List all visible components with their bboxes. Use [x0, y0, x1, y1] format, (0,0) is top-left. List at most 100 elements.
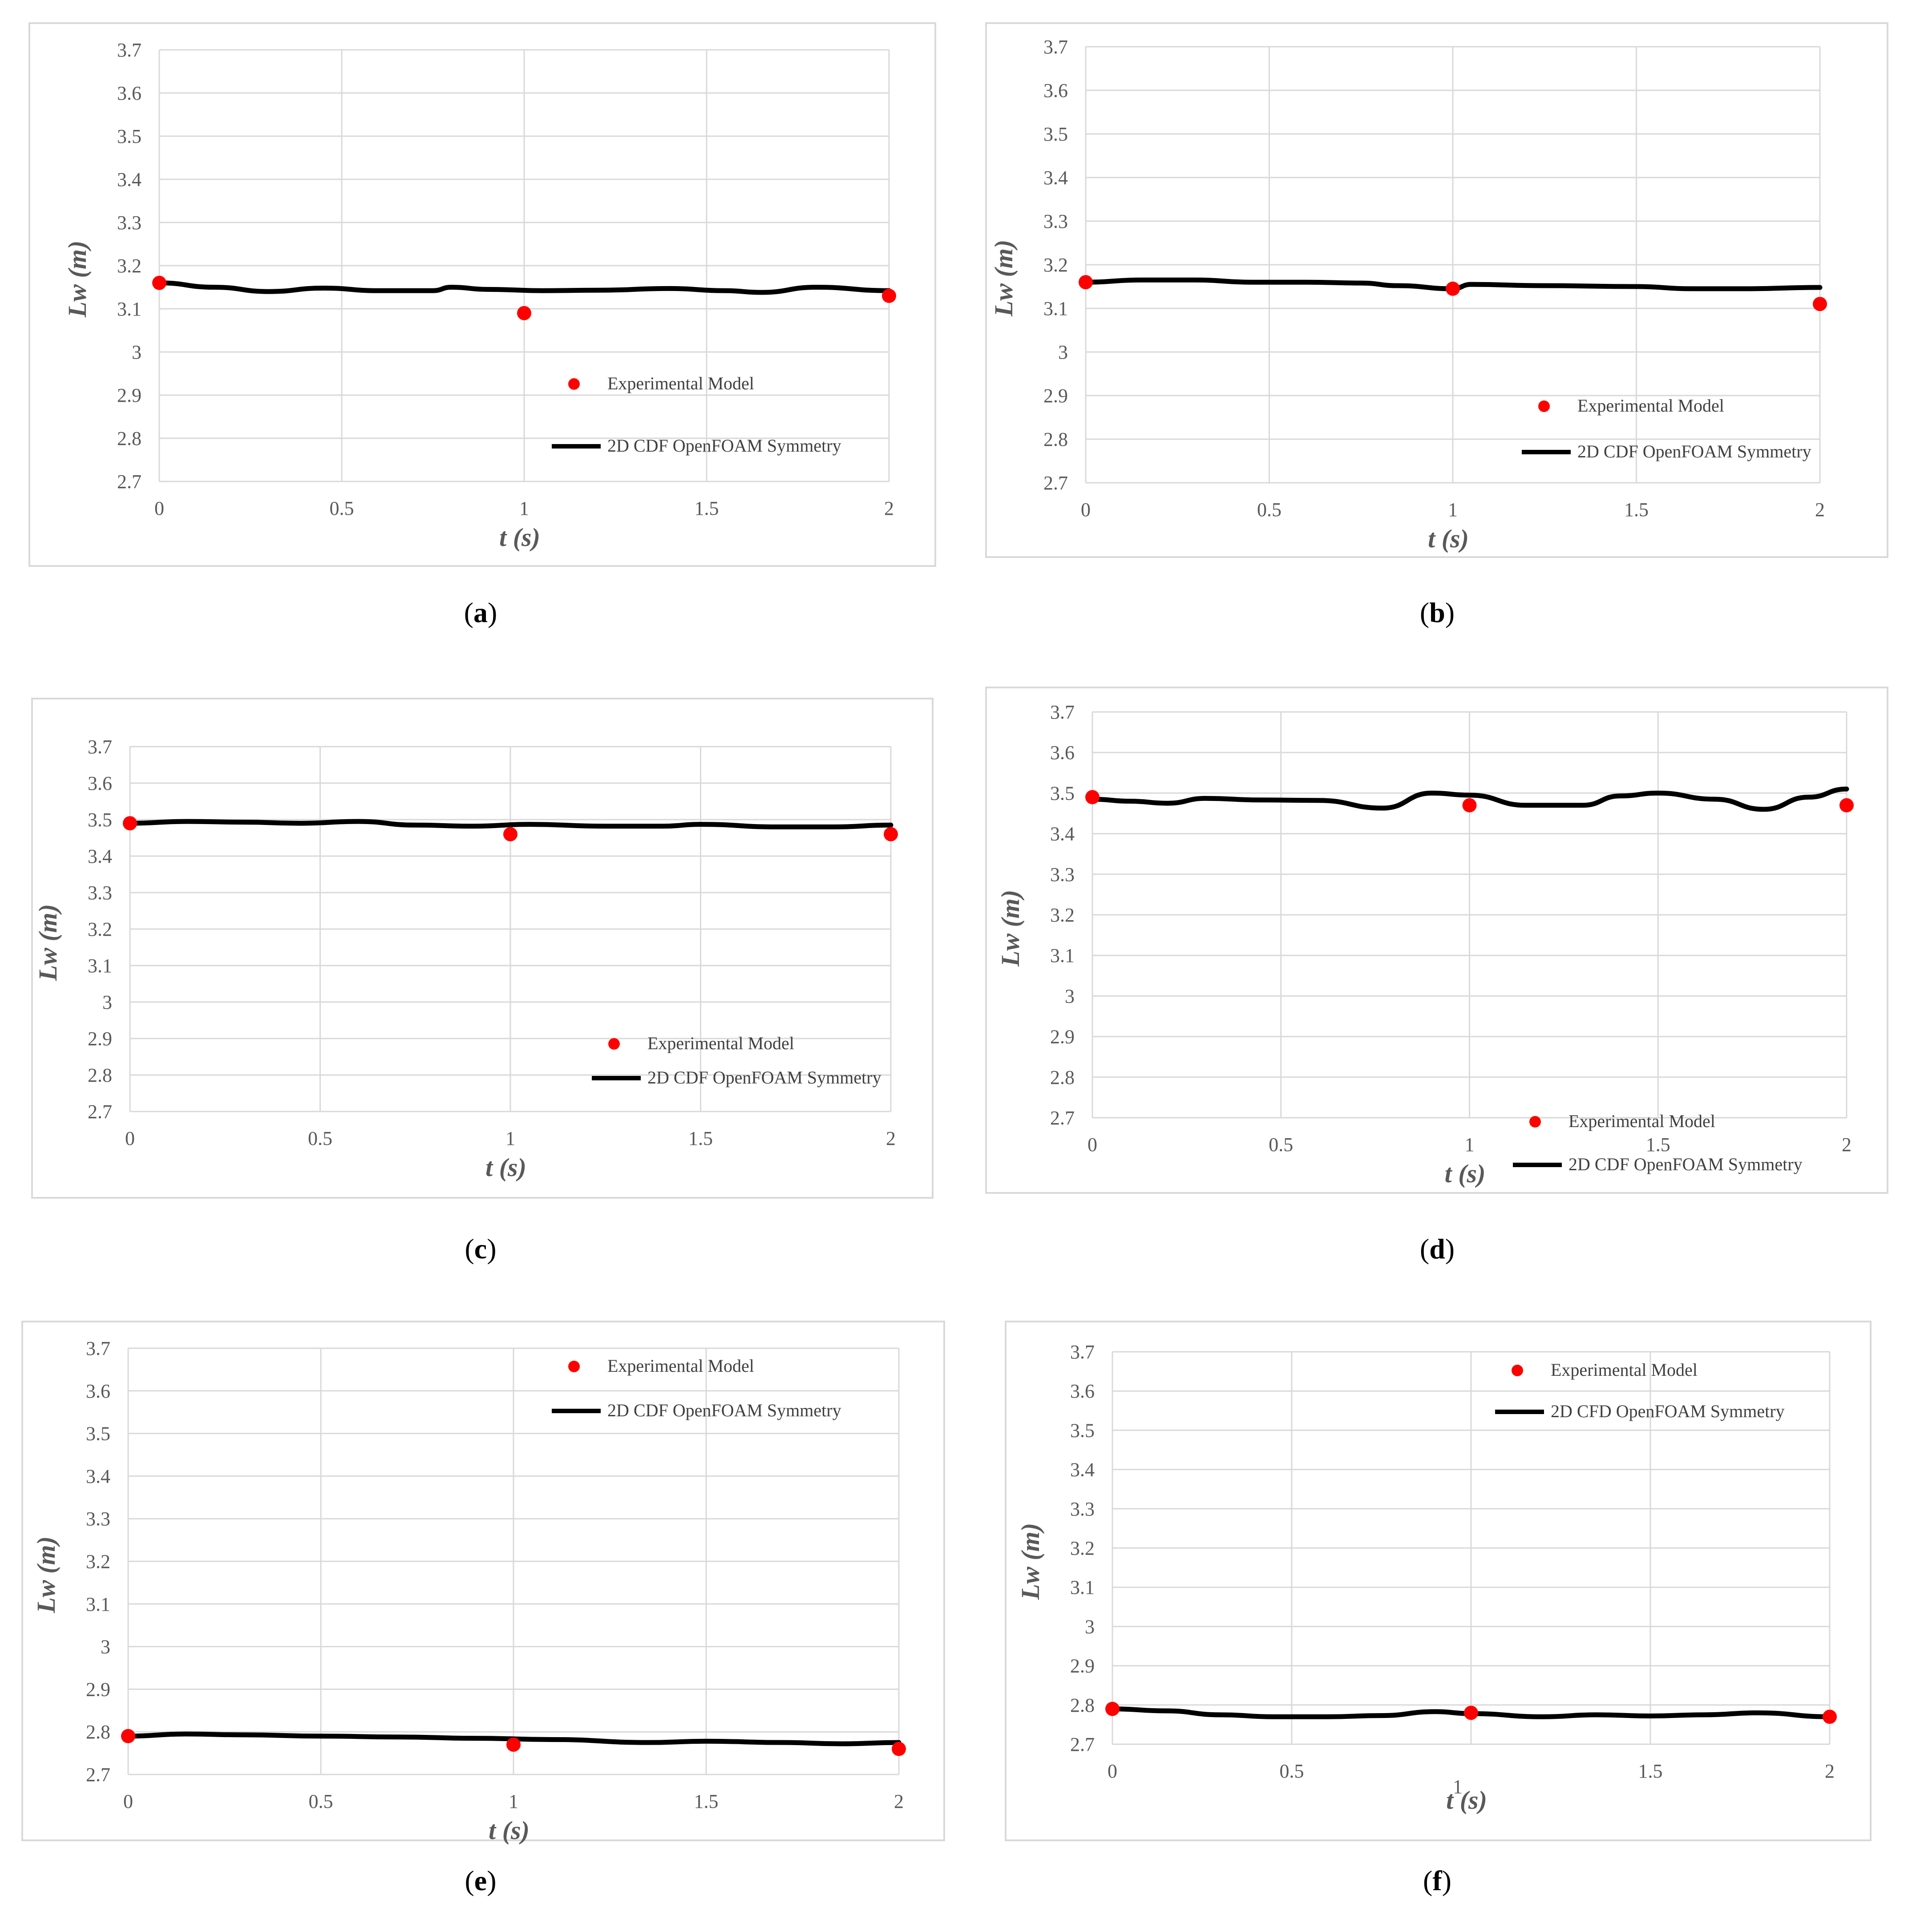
legend-marker-experimental	[1512, 1365, 1523, 1376]
x-tick-label: 0.5	[330, 497, 354, 519]
series-line-simulation	[1090, 786, 1849, 812]
y-tick-label: 3.4	[86, 1465, 110, 1487]
x-axis-extra-label: 1	[1453, 1776, 1463, 1798]
data-point-experimental	[503, 827, 517, 841]
y-tick-label: 3.2	[1050, 904, 1075, 926]
y-tick-label: 3.3	[1043, 210, 1068, 232]
y-tick-label: 3.4	[88, 845, 112, 867]
legend-label: 2D CDF OpenFOAM Symmetry	[607, 1400, 841, 1420]
x-tick-label: 2	[1842, 1134, 1851, 1156]
legend-label: Experimental Model	[1551, 1360, 1698, 1380]
legend: Experimental Model 2D CDF OpenFOAM Symmet…	[1522, 396, 1811, 461]
panel-caption-e: (e)	[465, 1865, 497, 1896]
panel-frame-c	[31, 698, 934, 1199]
y-tick-label: 2.8	[88, 1064, 112, 1086]
data-point-experimental	[1813, 297, 1827, 311]
y-tick-label: 3.2	[1043, 254, 1068, 276]
legend: Experimental Model 2D CDF OpenFOAM Symmet…	[592, 1033, 881, 1087]
y-tick-label: 2.9	[117, 384, 141, 406]
data-point-experimental	[882, 288, 896, 303]
x-tick-label: 2	[1825, 1760, 1835, 1782]
x-tick-label: 0.5	[1269, 1134, 1293, 1156]
data-point-experimental	[1085, 790, 1100, 804]
x-tick-label: 1	[519, 497, 529, 519]
x-axis-title: t (s)	[1445, 1159, 1486, 1188]
series-line-simulation	[1110, 1706, 1832, 1719]
y-tick-label: 2.7	[86, 1764, 110, 1786]
y-tick-label: 3.1	[88, 955, 112, 977]
chart-b: 2.7 2.8 2.9 3 3.1 3.2 3.3 3.4 3.5 3.6 3.7 0 0.5 1 1.5 2…	[989, 36, 1827, 553]
chart-d: 2.72.82.933.13.23.33.43.53.63.70 0.5 1 1.5 2…	[996, 701, 1854, 1188]
x-tick-label: 1	[509, 1791, 518, 1812]
panel-caption-c: (c)	[465, 1233, 497, 1265]
x-tick-label: 0	[1087, 1134, 1097, 1156]
data-point-experimental	[123, 816, 137, 831]
y-tick-label: 3.6	[1070, 1380, 1095, 1402]
x-tick-label: 1.5	[1624, 499, 1649, 521]
y-tick-label: 3.7	[1050, 701, 1075, 723]
y-tick-label: 3.2	[117, 255, 141, 277]
x-tick-label: 0	[125, 1128, 135, 1149]
data-point-experimental	[1464, 1706, 1478, 1720]
y-tick-label: 3.7	[117, 39, 141, 61]
data-point-experimental	[884, 827, 898, 841]
chart-c: 2.7 2.8 2.9 3 3.1 3.2 3.3 3.4 3.5 3.6 3.7 0 0.5 1 1.5 2…	[33, 736, 898, 1182]
x-axis-title: t (s)	[485, 1153, 526, 1182]
y-tick-label: 3.6	[1050, 742, 1075, 764]
y-tick-label: 3.7	[88, 736, 112, 758]
x-tick-label: 1.5	[694, 1791, 719, 1812]
legend-label: 2D CDF OpenFOAM Symmetry	[647, 1067, 881, 1087]
y-tick-label: 3.5	[88, 809, 112, 831]
data-point-experimental	[1839, 798, 1854, 812]
y-tick-label: 2.7	[117, 471, 141, 493]
y-tick-label: 3.1	[1043, 298, 1068, 319]
data-point-experimental	[152, 275, 166, 290]
y-axis-title: Lw (m)	[33, 904, 62, 981]
y-tick-label: 3.1	[1070, 1576, 1095, 1598]
y-tick-label: 3	[101, 1636, 110, 1658]
legend: Experimental Model 2D CDF OpenFOAM Symmet…	[552, 1356, 841, 1420]
x-tick-label: 0	[123, 1791, 133, 1812]
x-tick-label: 2	[884, 497, 894, 519]
y-tick-label: 2.7	[88, 1101, 112, 1123]
y-tick-label: 3.4	[1043, 167, 1068, 189]
y-tick-label: 3.5	[86, 1423, 110, 1445]
y-tick-label: 2.7	[1050, 1107, 1075, 1129]
y-tick-label: 3.7	[1070, 1341, 1095, 1363]
data-point-experimental	[1823, 1710, 1837, 1724]
y-tick-label: 2.7	[1070, 1734, 1095, 1755]
y-tick-label: 2.9	[1043, 385, 1068, 407]
data-point-experimental	[506, 1737, 521, 1752]
legend-label: Experimental Model	[1568, 1111, 1715, 1131]
legend-label: Experimental Model	[607, 373, 754, 393]
data-point-experimental	[1462, 798, 1477, 812]
y-tick-label: 2.7	[1043, 472, 1068, 494]
legend-label: Experimental Model	[647, 1033, 794, 1053]
y-tick-label: 3.4	[1050, 823, 1075, 845]
legend-label: 2D CDF OpenFOAM Symmetry	[1568, 1154, 1803, 1174]
panel-caption-a: (a)	[464, 597, 497, 628]
y-tick-label: 2.9	[88, 1028, 112, 1050]
chart-a: 2.7 2.8 2.9 3 3.1 3.2 3.3 3.4 3.5 3.6 3.7 0 0.5 1 1.5 2…	[63, 39, 896, 552]
y-tick-label: 3.5	[1070, 1419, 1095, 1441]
legend-marker-experimental	[1529, 1116, 1541, 1128]
y-tick-label: 3.4	[117, 169, 141, 190]
series-line-simulation	[1083, 277, 1823, 291]
x-axis-title: t (s)	[1428, 524, 1469, 553]
y-axis-title: Lw (m)	[996, 890, 1025, 967]
x-axis-title: t (s)	[489, 1816, 530, 1845]
x-tick-label: 0.5	[308, 1128, 332, 1149]
y-tick-label: 3.4	[1070, 1459, 1095, 1481]
y-tick-label: 2.8	[86, 1721, 110, 1743]
y-tick-label: 3.5	[117, 125, 141, 147]
data-point-experimental	[1446, 281, 1460, 296]
y-tick-label: 2.9	[1070, 1655, 1095, 1677]
x-tick-label: 2	[886, 1128, 896, 1149]
x-tick-label: 1	[1448, 499, 1458, 521]
y-tick-label: 3.2	[1070, 1537, 1095, 1559]
data-point-experimental	[892, 1742, 906, 1756]
y-tick-label: 3	[102, 991, 112, 1013]
x-tick-label: 1.5	[688, 1128, 713, 1149]
panel-caption-f: (f)	[1423, 1865, 1451, 1896]
